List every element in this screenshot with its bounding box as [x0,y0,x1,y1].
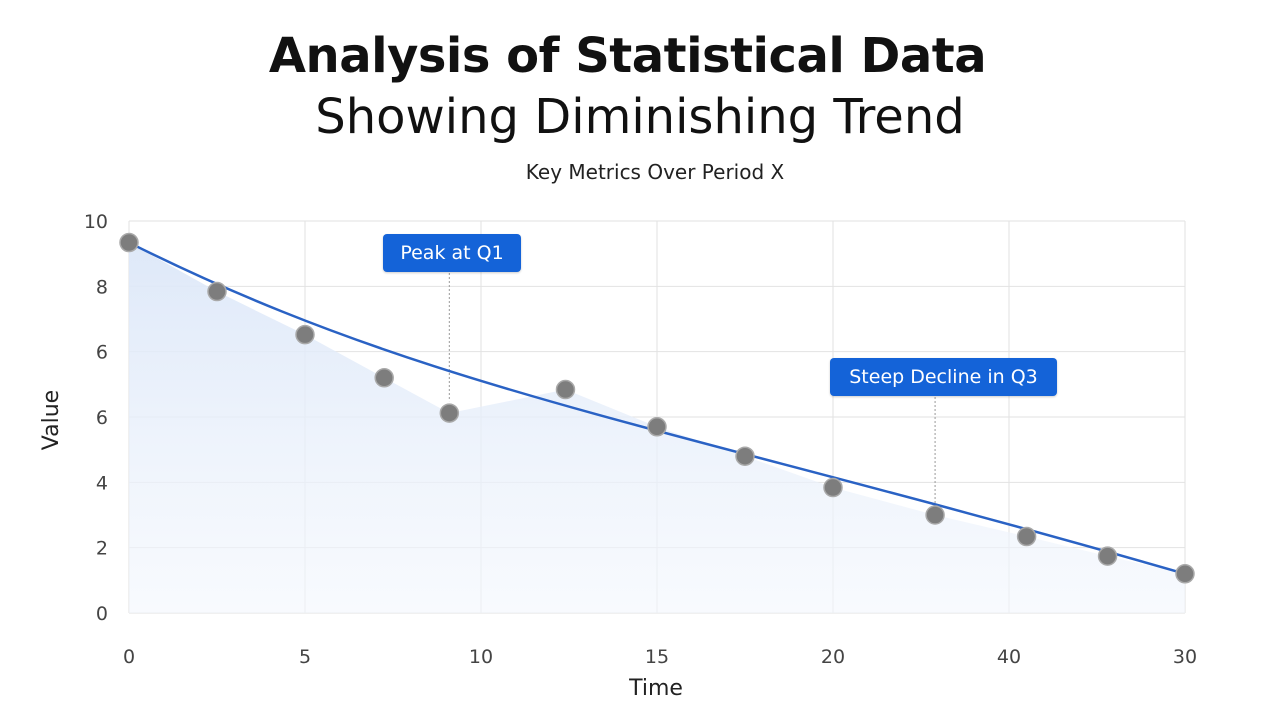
x-tick-label: 5 [299,646,311,668]
y-tick-label: 2 [96,538,108,560]
y-tick-label: 4 [96,472,108,494]
y-tick-label: 6 [96,342,108,364]
y-axis-label: Value [39,390,64,450]
data-point [119,232,139,253]
chart-caption: Key Metrics Over Period X [525,160,785,184]
chart-subtitle: Showing Diminishing Trend [315,89,965,145]
x-tick-label: 40 [997,646,1021,668]
data-point [925,505,945,525]
series-line [127,241,1187,576]
chart-title: Analysis of Statistical Data [268,28,987,84]
data-point [1097,546,1118,566]
x-tick-label: 10 [469,646,493,668]
annotation-peak-label: Peak at Q1 [383,234,521,272]
tick-labels: 0 5 10 15 20 40 30 0 2 4 6 6 8 10 [84,211,1197,668]
data-point [374,368,394,388]
data-point [207,281,227,302]
data-point [647,417,667,437]
x-axis-label: Time [628,676,683,701]
data-point [295,324,315,345]
data-point [1016,526,1037,547]
x-tick-label: 15 [645,646,669,668]
data-point [555,379,576,400]
y-tick-label: 10 [84,211,108,233]
y-tick-label: 8 [96,276,108,298]
data-point [823,477,843,498]
data-points [119,232,1195,584]
series-line-layer [127,241,1187,576]
y-tick-label: 0 [96,603,108,625]
annotation-decline-label: Steep Decline in Q3 [830,358,1057,396]
y-tick-label: 6 [96,407,108,429]
x-tick-label: 30 [1173,646,1197,668]
data-point [439,403,460,423]
data-point [1175,564,1195,584]
x-tick-label: 20 [821,646,845,668]
callout-leaders [448,273,936,503]
data-point [735,446,755,466]
x-tick-label: 0 [123,646,135,668]
